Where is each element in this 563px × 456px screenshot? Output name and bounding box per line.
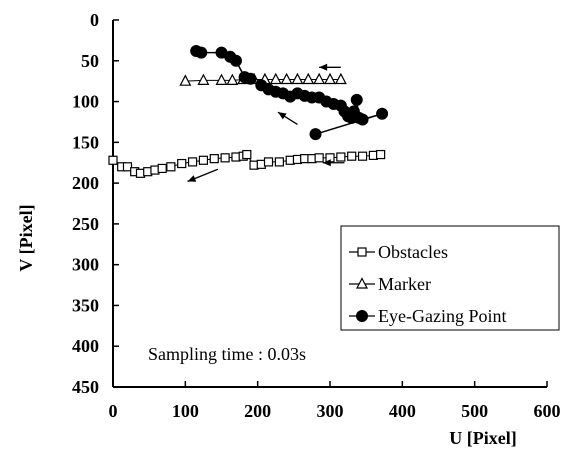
legend-marker xyxy=(357,247,367,257)
data-point xyxy=(220,153,230,163)
data-point xyxy=(274,157,284,167)
direction-arrow-head xyxy=(322,159,331,167)
data-point xyxy=(334,72,347,85)
data-point xyxy=(269,72,282,85)
data-point xyxy=(195,46,208,59)
data-point xyxy=(215,73,228,85)
legend-box xyxy=(340,225,560,331)
data-point xyxy=(177,158,187,169)
y-tick-label: 450 xyxy=(72,377,99,397)
legend: Obstacles Marker Eye-Gazing Point xyxy=(340,225,560,331)
sampling-time-annotation: Sampling time : 0.03s xyxy=(148,344,306,364)
y-ticks: 0 50 100 150 200 250 300 350 400 450 xyxy=(72,10,119,397)
data-point xyxy=(187,157,198,167)
y-tick-label: 350 xyxy=(72,295,99,315)
series-0 xyxy=(108,149,386,178)
direction-arrows xyxy=(187,63,345,183)
legend-label: Marker xyxy=(378,274,431,294)
y-tick-label: 200 xyxy=(72,173,99,193)
x-tick-label: 500 xyxy=(461,401,488,421)
y-tick-label: 300 xyxy=(72,255,99,275)
data-point xyxy=(108,155,118,165)
data-point xyxy=(376,149,386,160)
y-tick-label: 50 xyxy=(81,51,99,71)
data-point xyxy=(357,151,368,161)
x-tick-label: 400 xyxy=(389,401,416,421)
data-point xyxy=(314,153,324,163)
legend-marker xyxy=(356,310,368,322)
data-point xyxy=(209,154,219,164)
data-point xyxy=(198,155,209,165)
y-tick-label: 0 xyxy=(90,10,99,30)
data-point xyxy=(309,128,322,141)
legend-items: Obstacles Marker Eye-Gazing Point xyxy=(349,242,506,326)
y-tick-label: 150 xyxy=(72,132,99,152)
x-tick-label: 300 xyxy=(317,401,344,421)
data-point xyxy=(347,151,357,161)
data-point xyxy=(157,163,167,174)
y-axis-label: V [Pixel] xyxy=(16,204,36,271)
plot-area xyxy=(108,44,389,178)
direction-arrow-head xyxy=(277,112,287,120)
direction-arrow-head xyxy=(187,175,197,182)
x-ticks: 0 100 200 300 400 500 600 xyxy=(109,381,561,421)
data-point xyxy=(197,73,210,85)
data-point xyxy=(376,107,389,120)
data-point xyxy=(356,113,369,126)
series-2 xyxy=(190,44,389,141)
data-point xyxy=(313,72,326,85)
series-1 xyxy=(179,72,347,86)
y-tick-label: 400 xyxy=(72,336,99,356)
x-tick-label: 0 xyxy=(109,401,118,421)
x-tick-label: 200 xyxy=(244,401,271,421)
data-point xyxy=(263,157,274,167)
data-point xyxy=(244,72,257,85)
direction-arrow-head xyxy=(319,63,328,71)
y-tick-label: 250 xyxy=(72,214,99,234)
legend-label: Obstacles xyxy=(378,242,448,262)
data-point xyxy=(336,152,346,162)
data-point xyxy=(226,73,239,85)
data-point xyxy=(280,72,293,85)
x-axis-label: U [Pixel] xyxy=(449,428,516,448)
data-point xyxy=(229,54,242,67)
legend-marker xyxy=(356,277,368,289)
data-point xyxy=(350,93,363,106)
data-point xyxy=(166,162,176,172)
data-point xyxy=(324,72,336,85)
data-point xyxy=(179,74,192,86)
x-tick-label: 600 xyxy=(534,401,561,421)
data-point xyxy=(302,72,315,85)
data-point xyxy=(122,162,133,172)
y-tick-label: 100 xyxy=(72,92,99,112)
data-point xyxy=(242,149,252,160)
x-tick-label: 100 xyxy=(172,401,199,421)
legend-label: Eye-Gazing Point xyxy=(378,306,506,326)
data-point xyxy=(291,72,304,85)
